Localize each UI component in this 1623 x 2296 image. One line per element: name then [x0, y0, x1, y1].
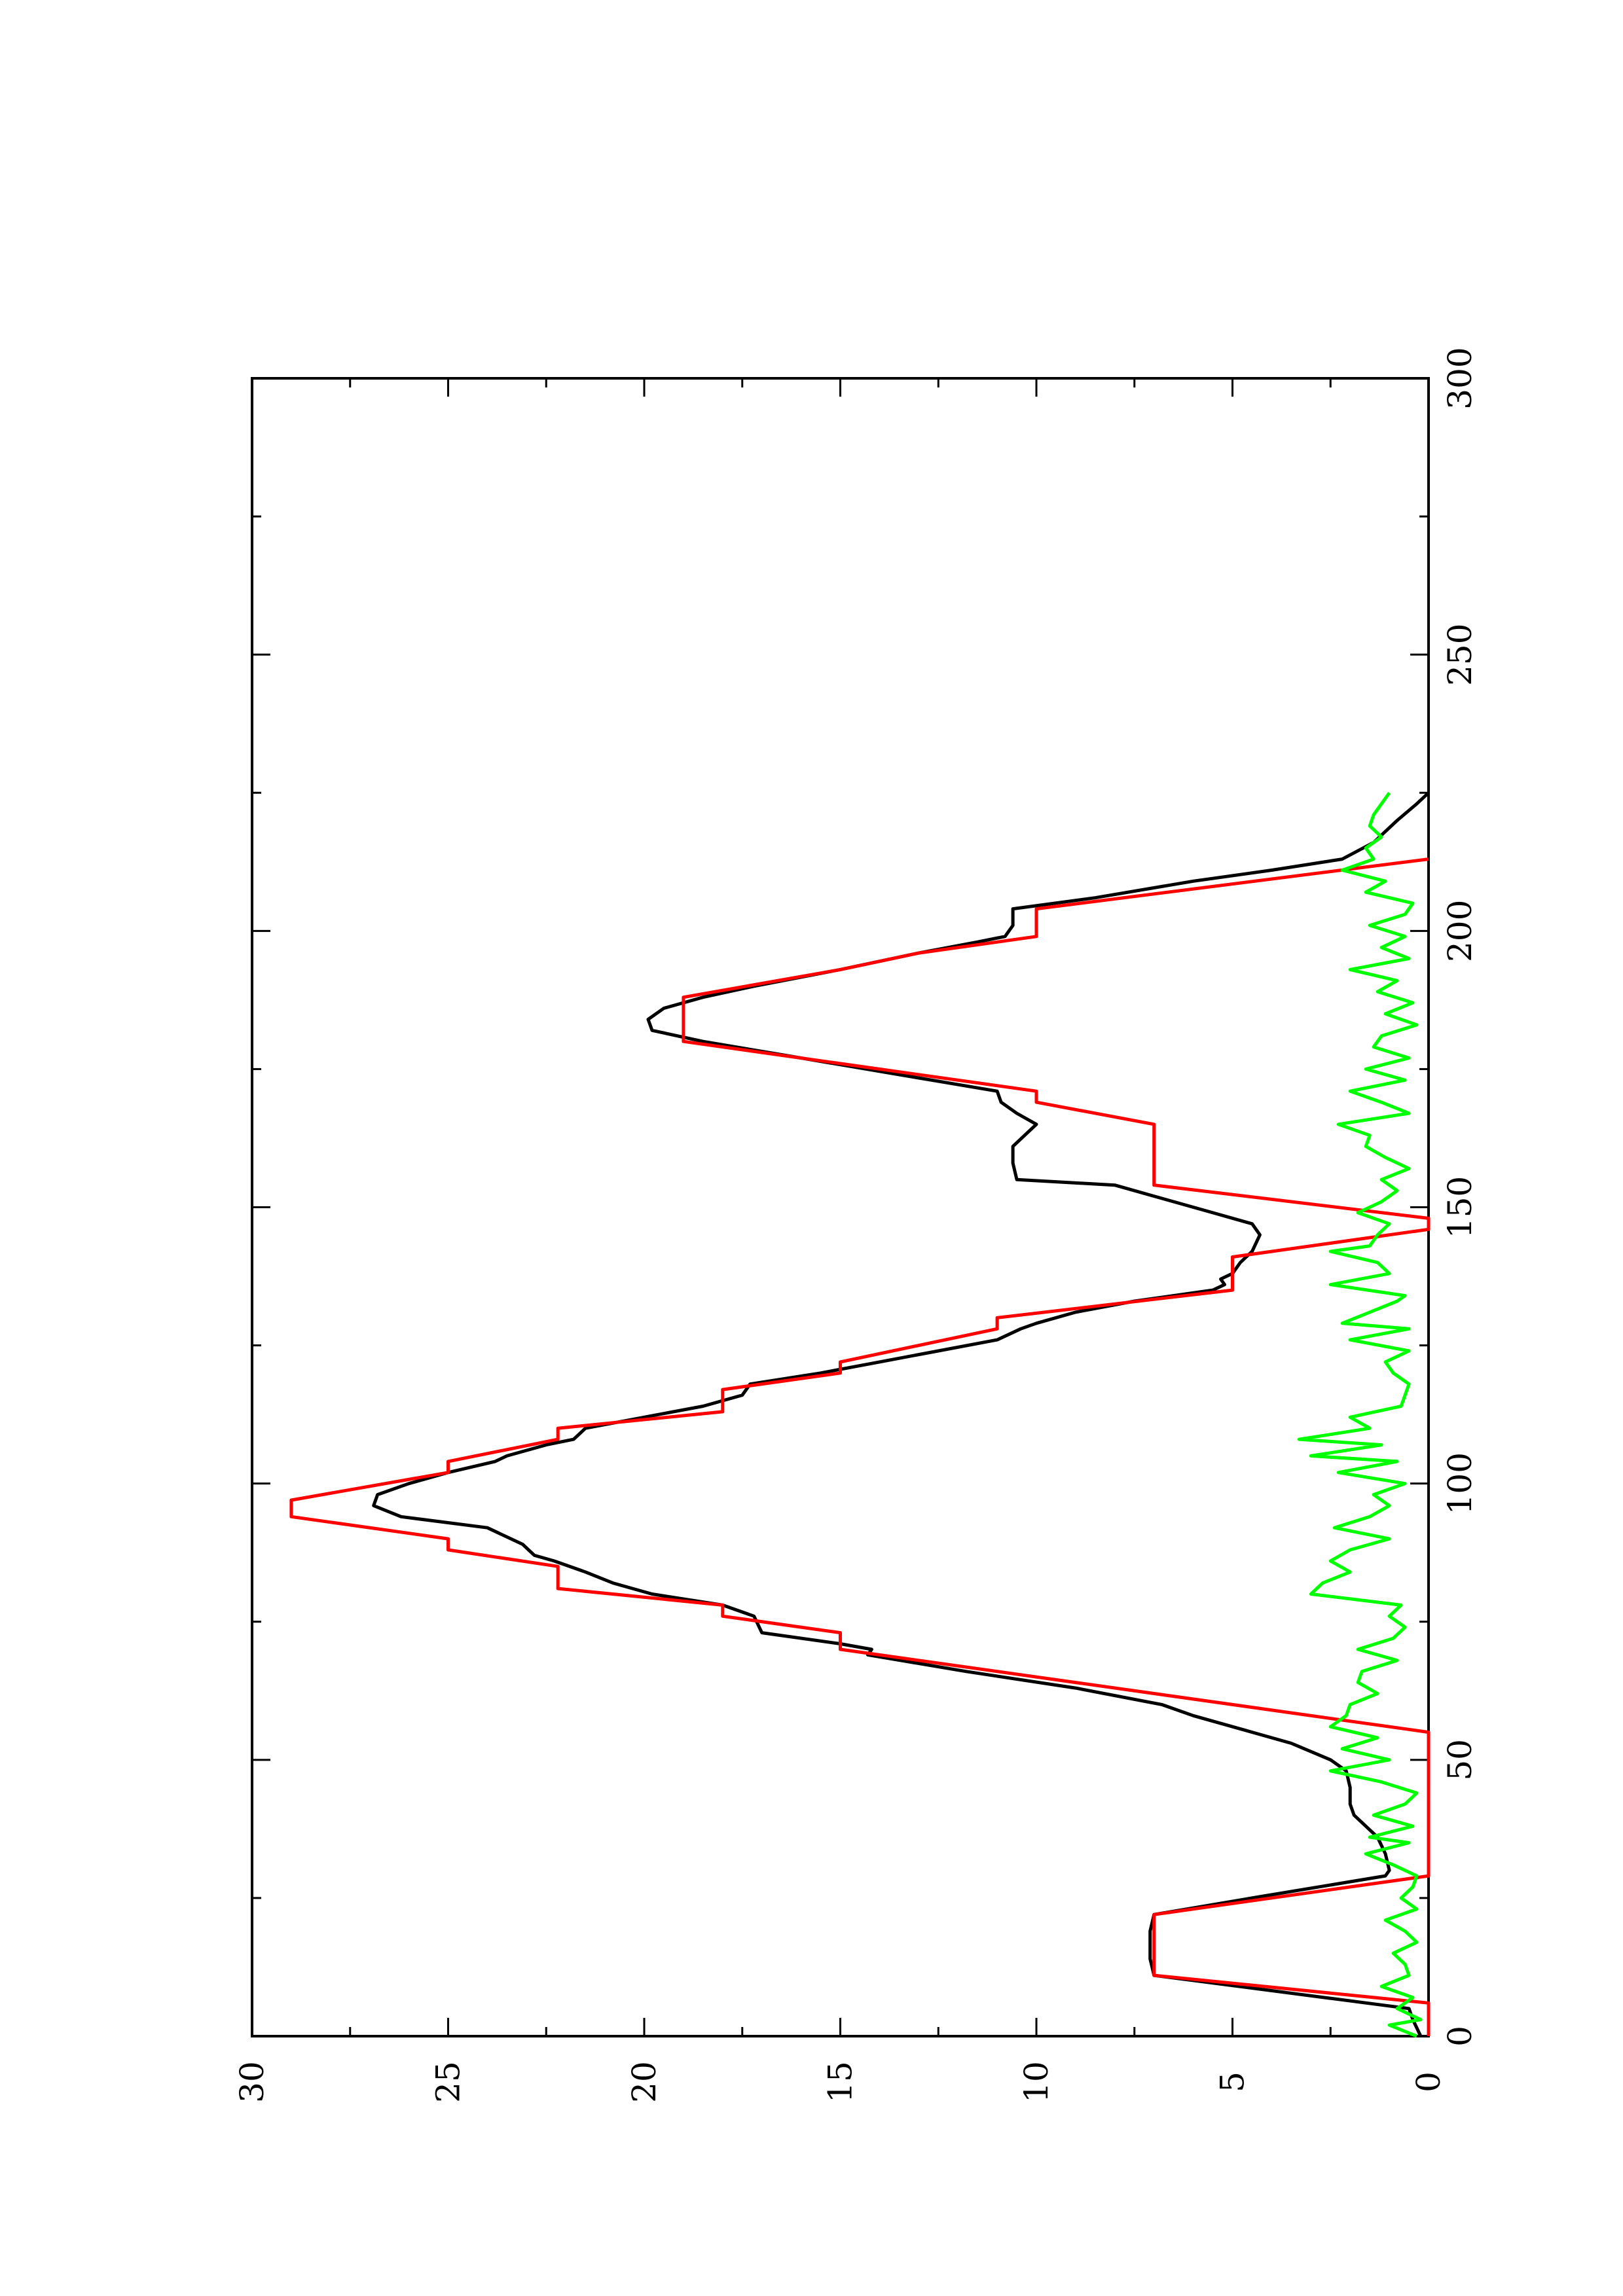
y-tick-label: 30: [233, 2061, 271, 2103]
x-tick-label: 50: [1441, 1739, 1479, 1781]
series-layer: [289, 791, 1431, 2038]
tick-marks: [251, 377, 1430, 2037]
y-tick-label: 0: [1410, 2072, 1448, 2092]
series-line-black: [372, 791, 1430, 2037]
x-tick-label: 200: [1441, 900, 1479, 962]
x-tick-label: 250: [1441, 623, 1479, 685]
series-line-red: [289, 857, 1431, 2036]
x-tick-label: 0: [1441, 2026, 1479, 2047]
y-tick-label: 25: [429, 2061, 467, 2103]
y-tick-label: 5: [1214, 2072, 1252, 2092]
x-tick-label: 150: [1441, 1176, 1479, 1238]
x-tick-label: 300: [1441, 347, 1479, 409]
y-tick-label: 15: [822, 2061, 860, 2103]
tick-labels: 0 50 100 150 200 250 300 0 5 10 15 20 25 30: [233, 347, 1479, 2103]
series-line-green: [1297, 791, 1423, 2038]
x-tick-label: 100: [1441, 1452, 1479, 1515]
y-tick-label: 20: [625, 2061, 663, 2103]
plot-area-frame: [251, 377, 1430, 2037]
y-tick-label: 10: [1017, 2061, 1055, 2103]
